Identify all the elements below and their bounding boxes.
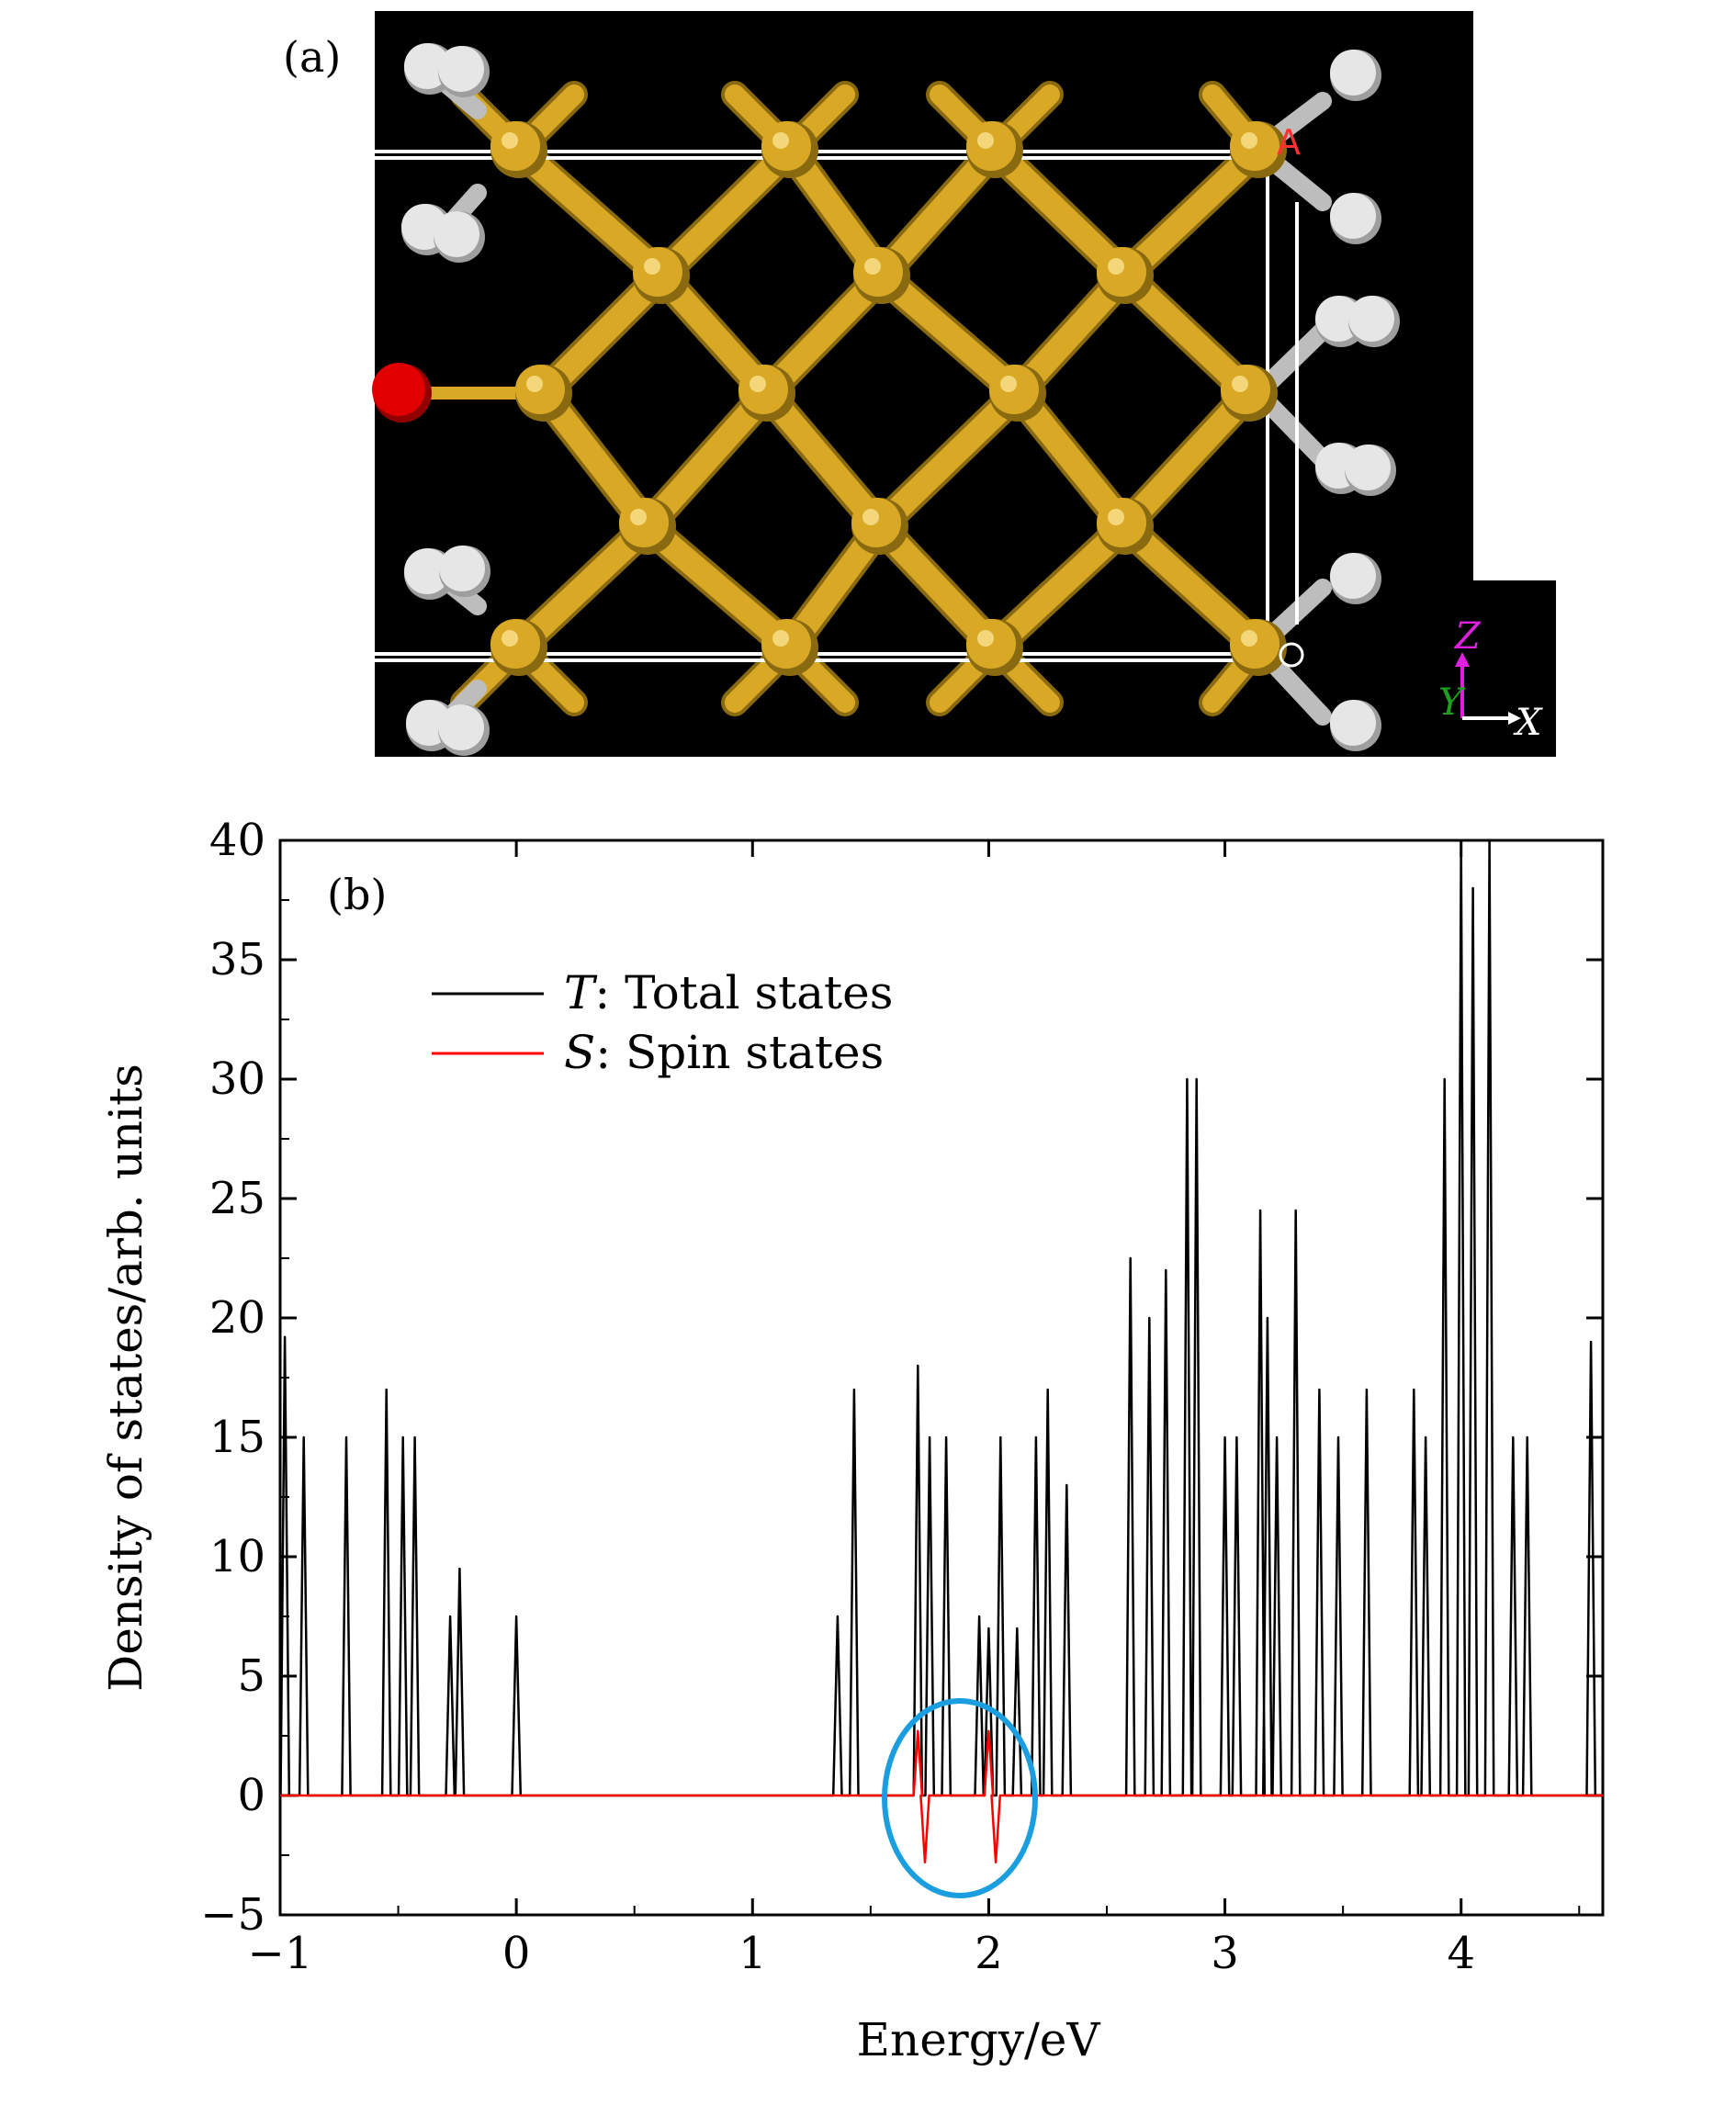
y-tick-label: 35 (209, 934, 265, 985)
x-tick-label: 4 (1447, 1928, 1475, 1979)
y-tick-label: 30 (209, 1053, 265, 1105)
y-tick-label: 0 (237, 1770, 265, 1821)
y-axis-ticks: −5 0 5 10 15 20 25 30 35 40 (200, 815, 1603, 1941)
legend-entry-spin: S: Spin states (564, 1026, 884, 1079)
axis-z-label: Z (1453, 615, 1482, 658)
x-axis-title: Energy/eV (857, 2013, 1101, 2066)
y-tick-label: 15 (209, 1412, 265, 1463)
panel-b-label: (b) (327, 870, 387, 919)
x-tick-label: 1 (738, 1928, 767, 1979)
spin-highlight-ellipse (882, 1698, 1038, 1898)
axis-x-label: X (1513, 702, 1543, 744)
y-tick-label: 5 (237, 1650, 265, 1702)
y-tick-label: −5 (200, 1889, 265, 1941)
legend: T: Total states S: Spin states (432, 966, 893, 1079)
series-layer (279, 839, 1603, 1864)
x-tick-label: −1 (248, 1928, 313, 1979)
panel-a-label: (a) (283, 32, 341, 82)
x-tick-label: 2 (975, 1928, 1003, 1979)
panel-b-dos-chart: −5 0 5 10 15 20 25 30 35 40 −1 0 1 2 3 4 (b) T: Total … (99, 815, 1605, 2066)
x-tick-label: 3 (1211, 1928, 1239, 1979)
y-tick-label: 40 (209, 815, 265, 866)
atoms (372, 43, 1400, 756)
y-tick-label: 10 (209, 1531, 265, 1582)
axis-y-label: Y (1438, 681, 1466, 724)
series-spin-states (280, 1729, 1603, 1864)
x-axis-ticks: −1 0 1 2 3 4 (248, 840, 1581, 1979)
y-axis-title: Density of states/arb. units (99, 1064, 152, 1692)
axis-triad: Z Y X (1438, 615, 1543, 744)
y-tick-label: 25 (209, 1173, 265, 1224)
panel-a-crystal-structure: (a) A O Z Y X (283, 11, 1556, 757)
cell-origin-marker (1279, 642, 1304, 668)
plot-frame (278, 839, 1605, 1917)
legend-entry-total: T: Total states (564, 966, 893, 1019)
x-tick-label: 0 (502, 1928, 531, 1979)
cell-corner-a-label: A (1277, 122, 1301, 163)
y-tick-label: 20 (209, 1292, 265, 1344)
